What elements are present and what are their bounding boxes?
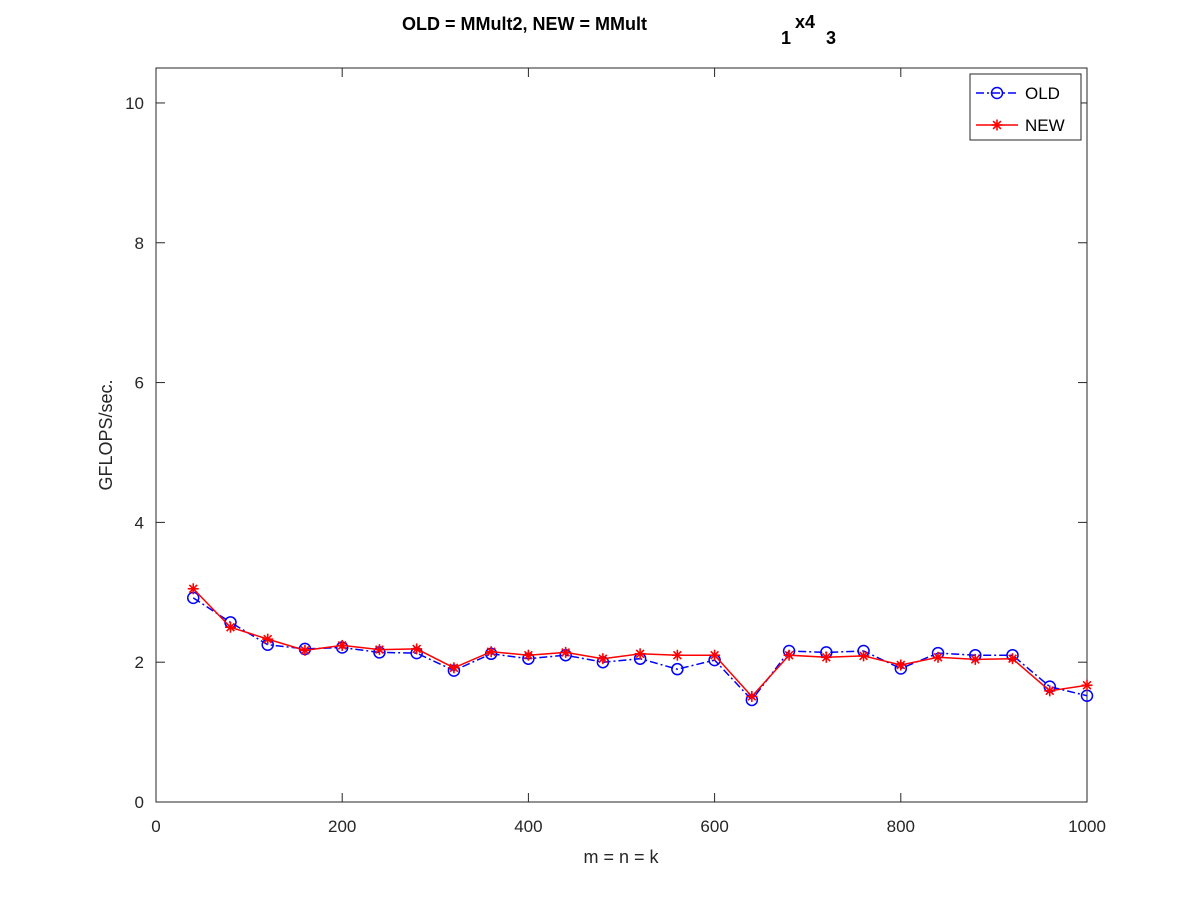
data-point-new xyxy=(969,653,981,665)
data-point-new xyxy=(858,650,870,662)
x-axis: 0 200 400 600 800 1000 xyxy=(151,68,1106,836)
legend-old-label: OLD xyxy=(1025,84,1060,103)
plot-area xyxy=(155,67,1088,803)
chart-title: OLD = MMult2, NEW = MMult 1 x4 3 xyxy=(402,12,836,48)
data-point-new xyxy=(560,646,572,658)
data-point-new xyxy=(783,649,795,661)
title-sub-2: 3 xyxy=(826,28,836,48)
x-tick-label: 800 xyxy=(887,817,915,836)
title-mid: x4 xyxy=(795,12,815,32)
y-tick-label: 6 xyxy=(135,374,144,393)
x-tick-label: 600 xyxy=(700,817,728,836)
data-point-new xyxy=(373,644,385,656)
x-tick-label: 0 xyxy=(151,817,160,836)
data-point-new xyxy=(671,649,683,661)
series-layer xyxy=(186,583,1094,707)
data-point-new xyxy=(262,633,274,645)
x-tick-label: 400 xyxy=(514,817,542,836)
x-tick-label: 1000 xyxy=(1068,817,1106,836)
data-point-new xyxy=(522,649,534,661)
data-point-new xyxy=(448,662,460,674)
legend-new-label: NEW xyxy=(1025,116,1065,135)
data-point-new xyxy=(187,583,199,595)
x-axis-label: m = n = k xyxy=(583,847,659,867)
legend-new-marker xyxy=(991,119,1003,131)
legend: OLD NEW xyxy=(969,73,1082,141)
data-point-new xyxy=(820,651,832,663)
data-point-new xyxy=(1044,685,1056,697)
title-sub-1: 1 xyxy=(781,28,791,48)
data-point-new xyxy=(411,643,423,655)
y-tick-label: 4 xyxy=(135,513,144,532)
data-point-new xyxy=(224,621,236,633)
y-axis-label: GFLOPS/sec. xyxy=(96,379,116,490)
data-point-new xyxy=(746,690,758,702)
y-tick-label: 2 xyxy=(135,653,144,672)
data-point-old xyxy=(671,662,684,676)
data-point-new xyxy=(1081,679,1093,691)
y-axis: 0 2 4 6 8 10 xyxy=(125,94,1087,812)
data-point-new xyxy=(932,651,944,663)
data-point-new xyxy=(634,648,646,660)
y-tick-label: 8 xyxy=(135,234,144,253)
series-new xyxy=(187,583,1093,702)
legend-new-star xyxy=(991,119,1003,131)
data-point-new xyxy=(336,639,348,651)
data-point-new xyxy=(597,653,609,665)
title-main: OLD = MMult2, NEW = MMult xyxy=(402,14,647,34)
legend-old-marker xyxy=(990,86,1004,100)
data-point-new xyxy=(895,659,907,671)
x-tick-label: 200 xyxy=(328,817,356,836)
legend-box xyxy=(969,73,1082,141)
data-point-new xyxy=(485,646,497,658)
data-point-new xyxy=(709,649,721,661)
y-tick-label: 10 xyxy=(125,94,144,113)
data-point-new xyxy=(1007,653,1019,665)
y-tick-label: 0 xyxy=(135,793,144,812)
data-point-new xyxy=(299,644,311,656)
